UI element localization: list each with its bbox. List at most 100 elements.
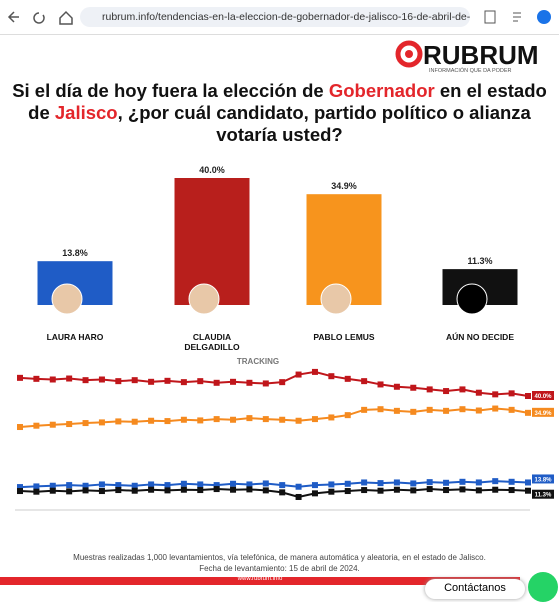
point-marker [33,483,40,490]
point-marker [148,481,155,488]
point-marker [443,388,450,395]
point-marker [82,482,89,489]
point-marker [98,488,105,495]
point-marker [131,482,138,489]
point-marker [525,393,531,399]
point-marker [197,481,204,488]
candidate-photo [456,283,488,315]
point-marker [377,381,384,388]
point-marker [230,416,237,423]
point-marker [508,406,515,413]
point-marker [98,376,105,383]
logo: RUBRUM INFORMACIÓN QUE DA PODER [395,40,539,74]
candidate-name: PABLO LEMUS [313,332,375,342]
point-marker [262,487,269,494]
point-marker [361,487,368,494]
point-marker [295,417,302,424]
point-marker [262,480,269,487]
value-label: 40.0% [199,165,225,175]
point-marker [525,409,531,416]
point-marker [115,482,122,489]
point-marker [49,376,56,383]
point-marker [311,416,318,423]
nav-icons [7,10,73,25]
contact-button[interactable]: Contáctanos [425,579,525,599]
point-marker [17,424,23,431]
point-marker [49,421,56,428]
point-marker [475,389,482,396]
point-marker [311,482,318,489]
point-marker [508,487,515,494]
point-marker [17,488,23,495]
point-marker [98,481,105,488]
point-marker [131,487,138,494]
point-marker [49,487,56,494]
point-marker [393,407,400,414]
point-marker [492,405,499,412]
point-marker [295,493,302,500]
point-marker [361,378,368,385]
series-line [19,407,529,429]
point-marker [230,378,237,385]
point-marker [148,486,155,493]
point-marker [246,415,253,422]
point-marker [33,488,40,495]
point-marker [82,377,89,384]
candidate-name: LAURA HARO [46,332,104,342]
point-marker [525,479,531,486]
point-marker [443,407,450,414]
end-label-box [532,407,554,417]
point-marker [279,416,286,423]
title-part: , ¿por cuál candidato, partido político … [117,102,531,145]
point-marker [279,379,286,386]
value-label: 11.3% [467,256,492,266]
point-marker [197,378,204,385]
title-part: en el estado de [28,80,547,123]
point-marker [115,378,122,385]
point-marker [508,478,515,485]
point-marker [344,412,351,419]
point-marker [180,416,187,423]
point-marker [164,418,171,425]
browser-icons [484,10,551,24]
chart-title: Si el día de hoy fuera la elección de Go… [0,80,559,146]
point-marker [33,375,40,382]
logo-name: RUBRUM [423,40,539,70]
point-marker [328,414,335,421]
point-marker [164,487,171,494]
candidate-name: CLAUDIA DELGADILLO [184,332,240,352]
point-marker [164,377,171,384]
point-marker [311,490,318,497]
point-marker [475,479,482,486]
point-marker [230,486,237,493]
point-marker [377,480,384,487]
point-marker [17,484,23,491]
point-marker [115,487,122,494]
point-marker [328,481,335,488]
logo-tagline: INFORMACIÓN QUE DA PODER [429,67,512,74]
point-marker [148,378,155,385]
point-marker [426,386,433,393]
point-marker [393,479,400,486]
point-marker [410,408,417,415]
point-marker [410,487,417,494]
point-marker [508,390,515,397]
point-marker [131,377,138,384]
footer-strip [0,577,520,585]
point-marker [279,482,286,489]
browser-bar: rubrum.info/tendencias-en-la-eleccion-de… [0,0,559,35]
point-marker [410,480,417,487]
point-marker [197,417,204,424]
candidate-photo [51,283,83,315]
point-marker [246,481,253,488]
whatsapp-button[interactable] [528,572,558,602]
point-marker [82,487,89,494]
point-marker [426,479,433,486]
site: www.rubrum.info [237,576,283,582]
point-marker [443,479,450,486]
url-bar[interactable]: rubrum.info/tendencias-en-la-eleccion-de… [80,7,470,27]
point-marker [148,417,155,424]
point-marker [115,418,122,425]
point-marker [66,482,73,489]
point-marker [33,422,40,429]
